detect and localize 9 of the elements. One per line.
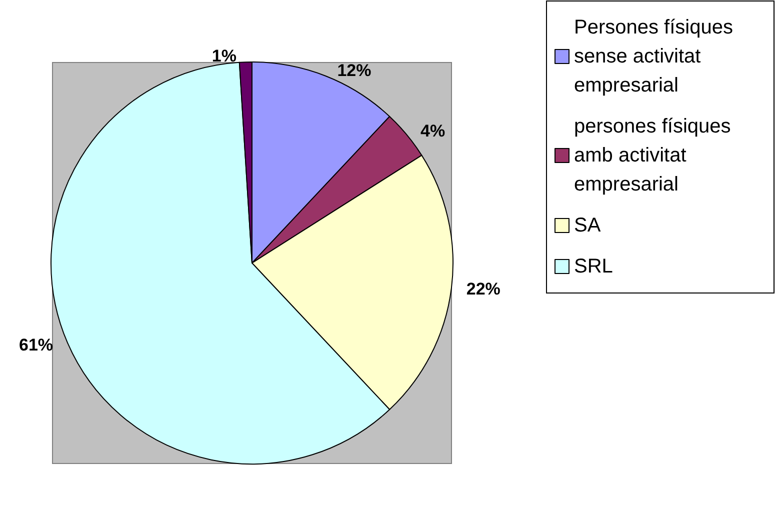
legend-label: SRL: [574, 256, 613, 278]
data-label: 12%: [337, 61, 372, 80]
data-label: 4%: [420, 122, 446, 141]
legend-label: persones físiques amb activitat empresarial: [574, 116, 736, 196]
data-label: 22%: [466, 279, 500, 298]
legend-label: Persones físiques sense activitat empresarial: [574, 16, 739, 96]
data-label: 1%: [212, 46, 236, 66]
data-label: 61%: [18, 336, 54, 355]
legend-label: SA: [574, 214, 602, 236]
